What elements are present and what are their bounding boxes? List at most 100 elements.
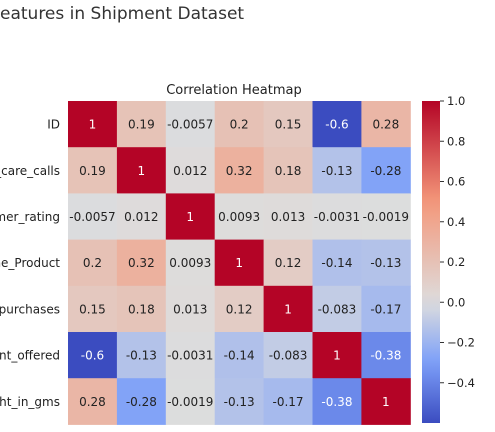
heatmap-cell-label-r0-c0: 1 [89,118,97,132]
heatmap-cell-label-r0-c4: 0.15 [275,118,302,132]
heatmap-cell-label-r3-c5: -0.14 [321,256,352,270]
heatmap-cell-r1-c5 [312,147,362,194]
heatmap-cell-r0-c5 [312,101,362,148]
heatmap-cell-label-r5-c5: 1 [333,349,341,363]
heatmap-cell-r1-c0 [68,147,118,194]
heatmap-cell-label-r6-c2: -0.0019 [167,395,213,409]
heatmap-cell-r5-c5 [312,332,362,379]
heatmap-cell-r4-c6 [361,285,411,333]
heatmap-cell-r4-c3 [214,285,265,333]
heatmap-cell-r2-c2 [165,193,216,241]
chart-title: Correlation Heatmap [166,83,302,98]
heatmap-cell-r5-c2 [165,332,216,379]
heatmap-cell-r0-c6 [361,101,411,148]
colorbar-tick-label-3: 0.4 [447,215,465,229]
heatmap-cell-r6-c5 [312,378,362,425]
colorbar-gradient [422,101,440,423]
heatmap-cell-r1-c2 [165,147,216,194]
heatmap-cell-r0-c4 [263,101,313,148]
heatmap-cell-r1-c6 [361,147,411,194]
heatmap-cell-label-r3-c6: -0.13 [370,256,401,270]
colorbar-tick-label-6: −0.2 [447,336,475,350]
row-label-2: omer_rating [0,210,60,224]
colorbar-tick-label-1: 0.8 [447,134,465,148]
colorbar: 1.0 0.8 0.6 0.4 0.2 0.0 −0.2 −0.4 [422,94,475,423]
heatmap-cell-r3-c0 [68,239,118,287]
heatmap-cell-r1-c3 [214,147,265,194]
heatmap-cell-r6-c3 [214,378,265,425]
heatmap-cell-label-r5-c1: -0.13 [126,349,157,363]
heatmap-cell-label-r2-c5: -0.0031 [314,210,360,224]
heatmap-cell-r4-c2 [165,285,216,333]
heatmap-cell-label-r2-c0: -0.0057 [69,210,115,224]
heatmap-cell-r2-c6 [361,193,411,241]
heatmap-cell-r2-c4 [263,193,313,241]
row-labels: ID r_care_calls omer_rating the_Product _pur… [0,118,60,409]
heatmap-cell-label-r1-c6: -0.28 [370,164,401,178]
heatmap-cell-label-r3-c0: 0.2 [83,256,102,270]
heatmap-cell-label-r6-c5: -0.38 [321,395,352,409]
heatmap-cell-r2-c3 [214,193,265,241]
row-label-6: ght_in_gms [0,395,60,409]
row-label-3: the_Product [0,256,60,270]
heatmap-cell-label-r6-c4: -0.17 [273,395,304,409]
heatmap-cell-r3-c4 [263,239,313,287]
heatmap-cell-label-r2-c4: 0.013 [271,210,305,224]
heatmap-cell-label-r3-c3: 1 [235,256,243,270]
colorbar-tick-label-0: 1.0 [447,94,465,108]
heatmap-cell-label-r4-c3: 0.12 [226,302,253,316]
heatmap-cell-r5-c0 [68,332,118,379]
heatmap-cell-r1-c1 [116,147,167,194]
heatmap-cell-r5-c1 [116,332,167,379]
heatmap-cell-label-r4-c0: 0.15 [79,302,106,316]
heatmap-cell-r3-c1 [116,239,167,287]
heatmap-cell-label-r4-c1: 0.18 [128,302,155,316]
heatmap-cell-label-r1-c1: 1 [138,164,146,178]
heatmap-cell-r6-c6 [361,378,411,425]
heatmap-cell-r4-c5 [312,285,362,333]
heatmap-cell-r4-c1 [116,285,167,333]
row-label-5: unt_offered [0,349,60,363]
row-label-4: _purchases [0,302,60,316]
heatmap-cell-r3-c6 [361,239,411,287]
heatmap-cell-label-r5-c3: -0.14 [224,349,255,363]
heatmap-cell-r4-c0 [68,285,118,333]
heatmap-cell-label-r6-c0: 0.28 [79,395,106,409]
heatmap-cell-r0-c1 [116,101,167,148]
heatmap-cell-r5-c3 [214,332,265,379]
heatmap-cell-label-r5-c6: -0.38 [370,349,401,363]
heatmap-cell-r6-c4 [263,378,313,425]
heatmap-cell-r2-c0 [68,193,118,241]
heatmap-cell-r0-c2 [165,101,216,148]
heatmap-cells: 1 0.19 -0.0057 0.2 0.15 -0.6 0.28 0.19 1 0.012 0.3… [68,101,411,425]
heatmap-cell-label-r2-c3: 0.0093 [218,210,260,224]
heatmap-cell-r0-c3 [214,101,265,148]
heatmap-cell-label-r3-c2: 0.0093 [169,256,211,270]
heatmap-cell-label-r1-c5: -0.13 [321,164,352,178]
colorbar-tick-label-4: 0.2 [447,255,465,269]
heatmap-cell-label-r2-c1: 0.012 [124,210,158,224]
row-label-1: r_care_calls [0,164,60,178]
heatmap-cell-r6-c2 [165,378,216,425]
heatmap-cell-label-r0-c5: -0.6 [325,118,348,132]
heatmap-cell-label-r1-c0: 0.19 [79,164,106,178]
heatmap-cell-label-r4-c6: -0.17 [370,302,401,316]
heatmap-cell-r3-c3 [214,239,265,287]
heatmap-cell-label-r5-c4: -0.083 [269,349,308,363]
heatmap-cell-label-r4-c5: -0.083 [318,302,357,316]
heatmap-cell-r0-c0 [68,101,118,148]
heatmap-cell-r6-c1 [116,378,167,425]
heatmap-cell-label-r4-c4: 1 [284,302,292,316]
heatmap-cell-label-r0-c6: 0.28 [372,118,399,132]
heatmap-cell-label-r6-c1: -0.28 [126,395,157,409]
heatmap-cell-label-r0-c1: 0.19 [128,118,155,132]
heatmap-cell-label-r6-c6: 1 [382,395,390,409]
heatmap-cell-r1-c4 [263,147,313,194]
heatmap-cell-label-r0-c3: 0.2 [230,118,249,132]
heatmap-cell-label-r4-c2: 0.013 [173,302,207,316]
colorbar-tick-label-2: 0.6 [447,175,465,189]
heatmap-cell-label-r5-c2: -0.0031 [167,349,213,363]
heatmap-cell-label-r2-c6: -0.0019 [363,210,409,224]
heatmap-cell-r3-c5 [312,239,362,287]
